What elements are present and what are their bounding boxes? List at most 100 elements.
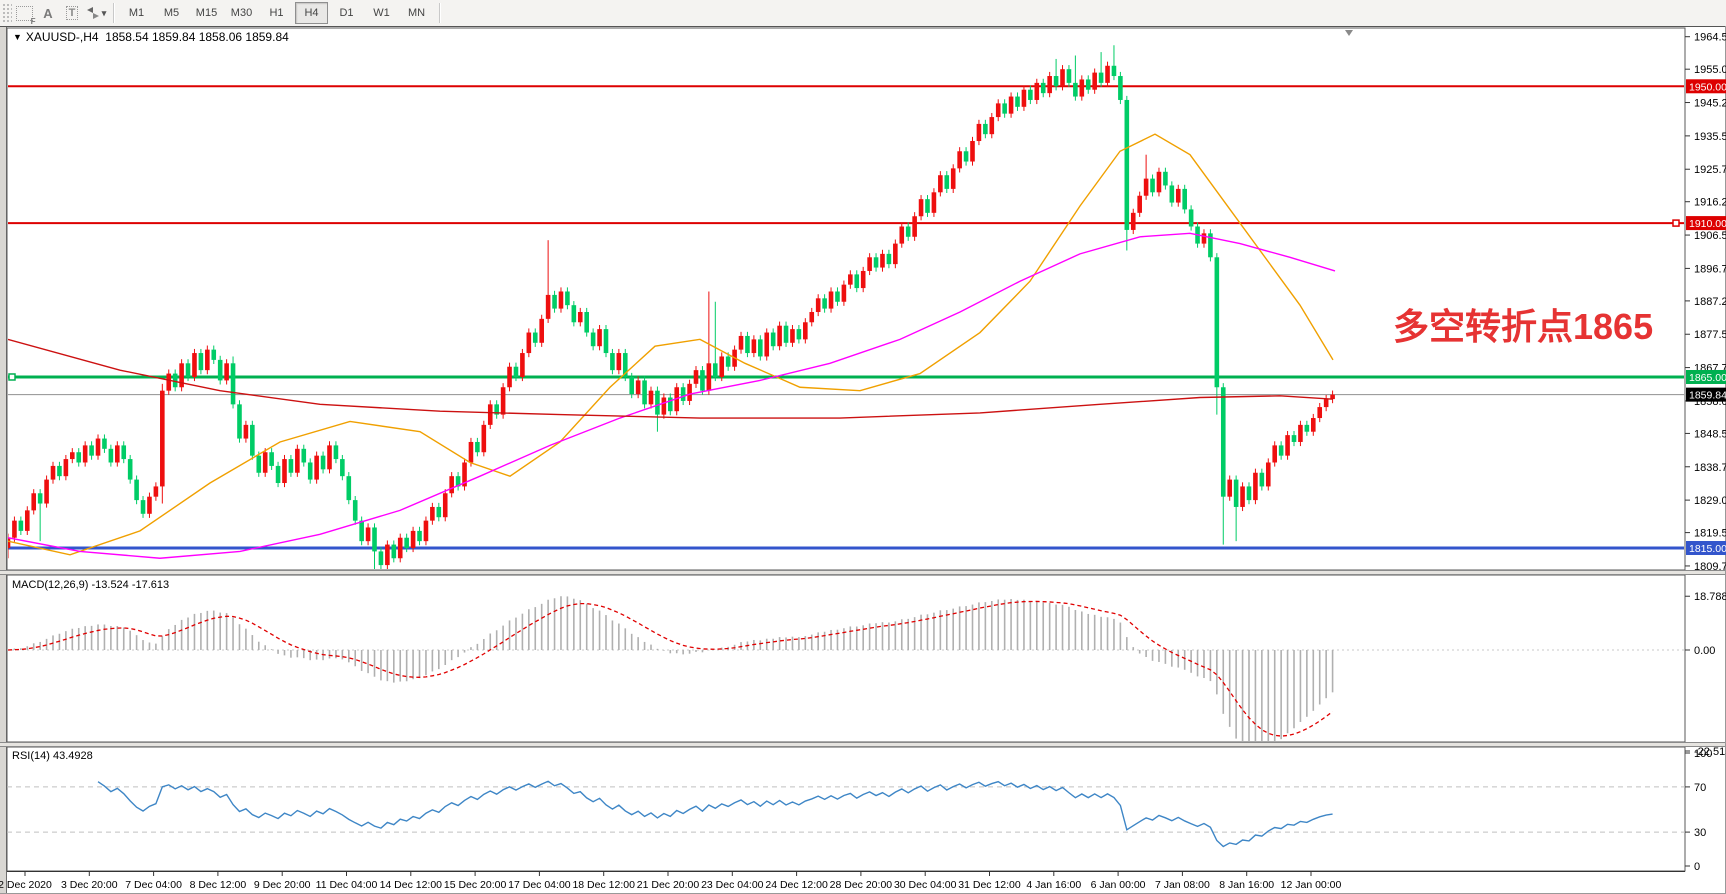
candle-body bbox=[1092, 72, 1097, 90]
rsi-axis-label: 0 bbox=[1694, 861, 1700, 873]
price-axis-label: 1916.25 bbox=[1694, 197, 1726, 209]
candle-body bbox=[950, 168, 956, 189]
candle-body bbox=[815, 298, 821, 313]
candle-body bbox=[700, 370, 705, 391]
time-axis-label: 28 Dec 20:00 bbox=[830, 879, 893, 891]
candle-body bbox=[410, 530, 416, 548]
rsi-panel[interactable] bbox=[7, 780, 1685, 848]
candle-body bbox=[610, 353, 615, 371]
price-tag-value: 1950.00 bbox=[1689, 81, 1726, 93]
candle-body bbox=[436, 506, 442, 518]
timeframe-button-h4[interactable]: H4 bbox=[295, 2, 328, 24]
candle-body bbox=[295, 448, 300, 473]
chart-annotation-text[interactable]: 多空转折点1865 bbox=[1393, 306, 1653, 347]
candle-body bbox=[378, 551, 384, 566]
candle-body bbox=[1015, 96, 1020, 107]
candle-body bbox=[552, 294, 557, 309]
dropdown-caret-icon[interactable]: ▾ bbox=[101, 7, 107, 18]
candle-body bbox=[970, 141, 975, 162]
candle-body bbox=[301, 448, 307, 463]
candle-body bbox=[8, 537, 11, 548]
candle-body bbox=[539, 318, 544, 343]
candle-body bbox=[667, 397, 673, 412]
text-label-icon[interactable]: T bbox=[61, 3, 83, 23]
candle-body bbox=[1208, 233, 1213, 258]
chart-ohlc-values: 1858.54 1859.84 1858.06 1859.84 bbox=[105, 30, 289, 44]
price-tag-value: 1865.00 bbox=[1689, 372, 1726, 384]
resistance-1910-handle[interactable] bbox=[1672, 219, 1680, 227]
time-axis-label: 7 Dec 04:00 bbox=[125, 879, 182, 891]
candle-body bbox=[680, 387, 686, 401]
candle-body bbox=[1220, 387, 1226, 497]
macd-axis-label: -22.515 bbox=[1694, 746, 1726, 758]
time-axis-label: 12 Jan 00:00 bbox=[1281, 879, 1342, 891]
timeframe-button-w1[interactable]: W1 bbox=[373, 7, 390, 19]
candle-body bbox=[95, 438, 101, 456]
candle-body bbox=[635, 380, 641, 395]
candle-body bbox=[1118, 76, 1123, 100]
candle-body bbox=[262, 452, 268, 473]
price-axis-label: 1838.75 bbox=[1694, 462, 1726, 474]
candle-body bbox=[1040, 82, 1046, 94]
candle-body bbox=[957, 151, 962, 169]
timeframe-button-m30[interactable]: M30 bbox=[230, 7, 253, 19]
candle-body bbox=[275, 465, 281, 484]
chart-title[interactable]: ▼ XAUUSD-,H4 1858.54 1859.84 1858.06 1859… bbox=[13, 30, 289, 44]
arrow-objects-icon[interactable]: ▾ bbox=[85, 3, 107, 23]
text-a-icon[interactable]: A bbox=[43, 5, 53, 21]
time-axis-label: 17 Dec 04:00 bbox=[508, 879, 571, 891]
candle-body bbox=[397, 537, 403, 559]
candle-body bbox=[346, 476, 352, 501]
macd-axis-label: 0.00 bbox=[1694, 645, 1715, 657]
candle-body bbox=[565, 291, 570, 306]
toolbar-separator bbox=[439, 3, 440, 23]
time-axis-label: 9 Dec 20:00 bbox=[254, 879, 311, 891]
rsi-line bbox=[97, 780, 1333, 848]
candle-body bbox=[1188, 209, 1194, 227]
macd-panel[interactable] bbox=[7, 596, 1685, 751]
candle-body bbox=[1330, 394, 1335, 400]
candle-body bbox=[1278, 445, 1284, 456]
price-axis-label: 1945.25 bbox=[1694, 98, 1726, 110]
candle-body bbox=[995, 103, 1001, 118]
candle-body bbox=[269, 452, 274, 466]
candle-body bbox=[243, 424, 249, 439]
timeframe-button-m1[interactable]: M1 bbox=[128, 7, 145, 19]
candle-body bbox=[153, 486, 159, 497]
toolbar-separator bbox=[113, 3, 114, 23]
time-axis-label: 30 Dec 04:00 bbox=[894, 879, 957, 891]
timeframe-button-m5[interactable]: M5 bbox=[163, 7, 180, 19]
ma-long-red bbox=[8, 338, 1334, 419]
macd-indicator-label: MACD(12,26,9) -13.524 -17.613 bbox=[12, 579, 170, 591]
candle-body bbox=[127, 459, 133, 480]
timeframe-button-h1[interactable]: H1 bbox=[269, 7, 284, 19]
candle-body bbox=[745, 335, 750, 354]
chart-shift-marker-icon[interactable] bbox=[1345, 30, 1353, 36]
candle-body bbox=[1233, 479, 1239, 507]
candle-body bbox=[352, 500, 358, 521]
candle-body bbox=[1060, 69, 1065, 87]
candle-body bbox=[880, 253, 885, 268]
candle-body bbox=[751, 339, 757, 354]
timeframe-button-mn[interactable]: MN bbox=[407, 7, 426, 19]
price-chart[interactable]: 多空转折点1865 1964.50 1955.00 1945.25 1935.50 192… bbox=[0, 26, 1726, 894]
candle-body bbox=[1214, 257, 1220, 388]
candle-body bbox=[1002, 103, 1007, 114]
candle-body bbox=[693, 370, 699, 384]
timeframe-button-d1[interactable]: D1 bbox=[339, 7, 354, 19]
candle-body bbox=[719, 356, 725, 377]
timeframe-button-m15[interactable]: M15 bbox=[195, 7, 218, 19]
candle-body bbox=[481, 424, 487, 453]
main-plot-area[interactable]: 多空转折点1865 bbox=[6, 45, 1684, 579]
candle-body bbox=[147, 496, 152, 514]
candle-body bbox=[307, 462, 313, 480]
time-axis-label: 18 Dec 12:00 bbox=[572, 879, 635, 891]
crosshair-grid-icon[interactable] bbox=[13, 3, 36, 26]
chart-dropdown-icon[interactable]: ▼ bbox=[13, 32, 22, 42]
chart-window[interactable]: 多空转折点1865 1964.50 1955.00 1945.25 1935.50 192… bbox=[0, 26, 1726, 894]
pivot-1865-handle[interactable] bbox=[8, 373, 16, 381]
candle-body bbox=[777, 325, 782, 347]
toolbar-drag-handle[interactable] bbox=[2, 3, 12, 23]
candle-body bbox=[1253, 472, 1258, 501]
candle-body bbox=[1085, 79, 1091, 90]
